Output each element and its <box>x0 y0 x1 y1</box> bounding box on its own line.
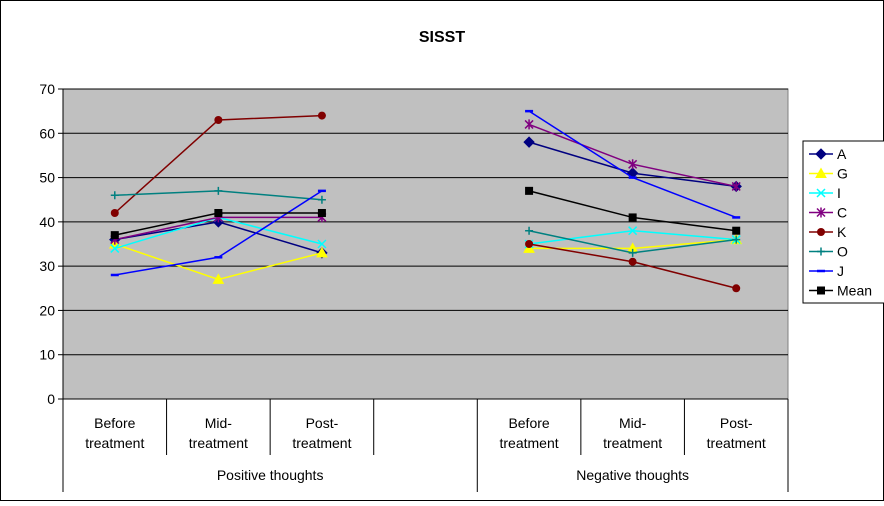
y-tick-label: 10 <box>39 347 55 363</box>
y-tick-label: 70 <box>39 81 55 97</box>
x-tick-label: treatment <box>189 435 248 451</box>
data-point <box>628 248 637 257</box>
data-point <box>214 186 223 195</box>
y-axis: 0 10 20 30 40 50 60 70 <box>39 81 64 407</box>
data-point <box>628 159 638 170</box>
legend-item: A <box>809 146 847 162</box>
legend-item: G <box>809 166 848 182</box>
data-point <box>317 195 326 204</box>
data-point <box>523 136 535 148</box>
x-group-label: Negative thoughts <box>576 467 689 483</box>
data-point <box>524 119 534 130</box>
data-point <box>628 226 638 236</box>
data-point <box>816 188 826 198</box>
x-tick-label: treatment <box>85 435 144 451</box>
legend-item: Mean <box>809 283 872 299</box>
legend-label: K <box>837 224 847 240</box>
data-point <box>732 284 741 293</box>
legend-item: K <box>809 224 847 240</box>
data-point <box>525 226 534 235</box>
data-point <box>214 116 223 124</box>
data-point <box>732 226 741 235</box>
x-tick-label: treatment <box>707 435 766 451</box>
data-point <box>110 209 119 217</box>
y-tick-label: 0 <box>47 391 55 407</box>
x-tick-label: Mid- <box>619 415 647 431</box>
data-point <box>815 167 827 178</box>
data-point <box>628 257 637 266</box>
x-tick-label: Before <box>508 415 549 431</box>
x-tick-label: treatment <box>500 435 559 451</box>
series-mean <box>110 186 741 240</box>
series-c <box>110 119 741 245</box>
x-tick-label: Mid- <box>205 415 233 431</box>
legend-item: I <box>809 185 841 201</box>
x-group-label: Positive thoughts <box>217 467 324 483</box>
data-point <box>110 231 119 240</box>
y-tick-label: 60 <box>39 125 55 141</box>
x-tick-label: Post- <box>720 415 753 431</box>
y-tick-label: 50 <box>39 170 55 186</box>
data-point <box>817 286 825 295</box>
data-point <box>317 239 327 249</box>
data-point <box>316 246 328 258</box>
x-axis: Before treatment Mid-treatment Post-treatme… <box>62 398 789 492</box>
series-k <box>110 111 741 293</box>
legend-label: J <box>837 263 844 279</box>
y-tick-label: 40 <box>39 214 55 230</box>
data-point <box>817 228 825 236</box>
data-point <box>110 191 119 200</box>
legend-label: C <box>837 205 847 221</box>
legend-label: O <box>837 244 848 260</box>
series-o <box>110 186 741 257</box>
legend-label: I <box>837 185 841 201</box>
data-point <box>815 148 827 160</box>
data-point <box>525 240 534 248</box>
series-layer <box>108 109 743 293</box>
x-tick-label: Post- <box>306 415 339 431</box>
x-tick-label: treatment <box>292 435 351 451</box>
legend-label: A <box>837 146 847 162</box>
plot-area <box>62 88 789 400</box>
data-point <box>525 186 534 195</box>
y-tick-label: 30 <box>39 258 55 274</box>
data-point <box>731 181 741 192</box>
data-point <box>628 213 637 222</box>
x-tick-label: Before <box>94 415 135 431</box>
legend-item: C <box>809 205 847 221</box>
data-point <box>817 247 825 256</box>
legend-label: G <box>837 166 848 182</box>
legend-box <box>802 140 884 304</box>
data-point <box>214 209 223 217</box>
y-tick-label: 20 <box>39 302 55 318</box>
data-point <box>732 235 741 244</box>
data-point <box>317 111 326 120</box>
data-point <box>110 243 120 253</box>
data-point <box>212 273 225 284</box>
x-tick-label: treatment <box>603 435 662 451</box>
legend-item: J <box>809 263 844 279</box>
chart-title: SISST <box>419 29 465 46</box>
data-point <box>317 209 326 217</box>
legend-label: Mean <box>837 283 872 299</box>
data-point <box>816 207 826 218</box>
legend-item: O <box>809 244 848 260</box>
